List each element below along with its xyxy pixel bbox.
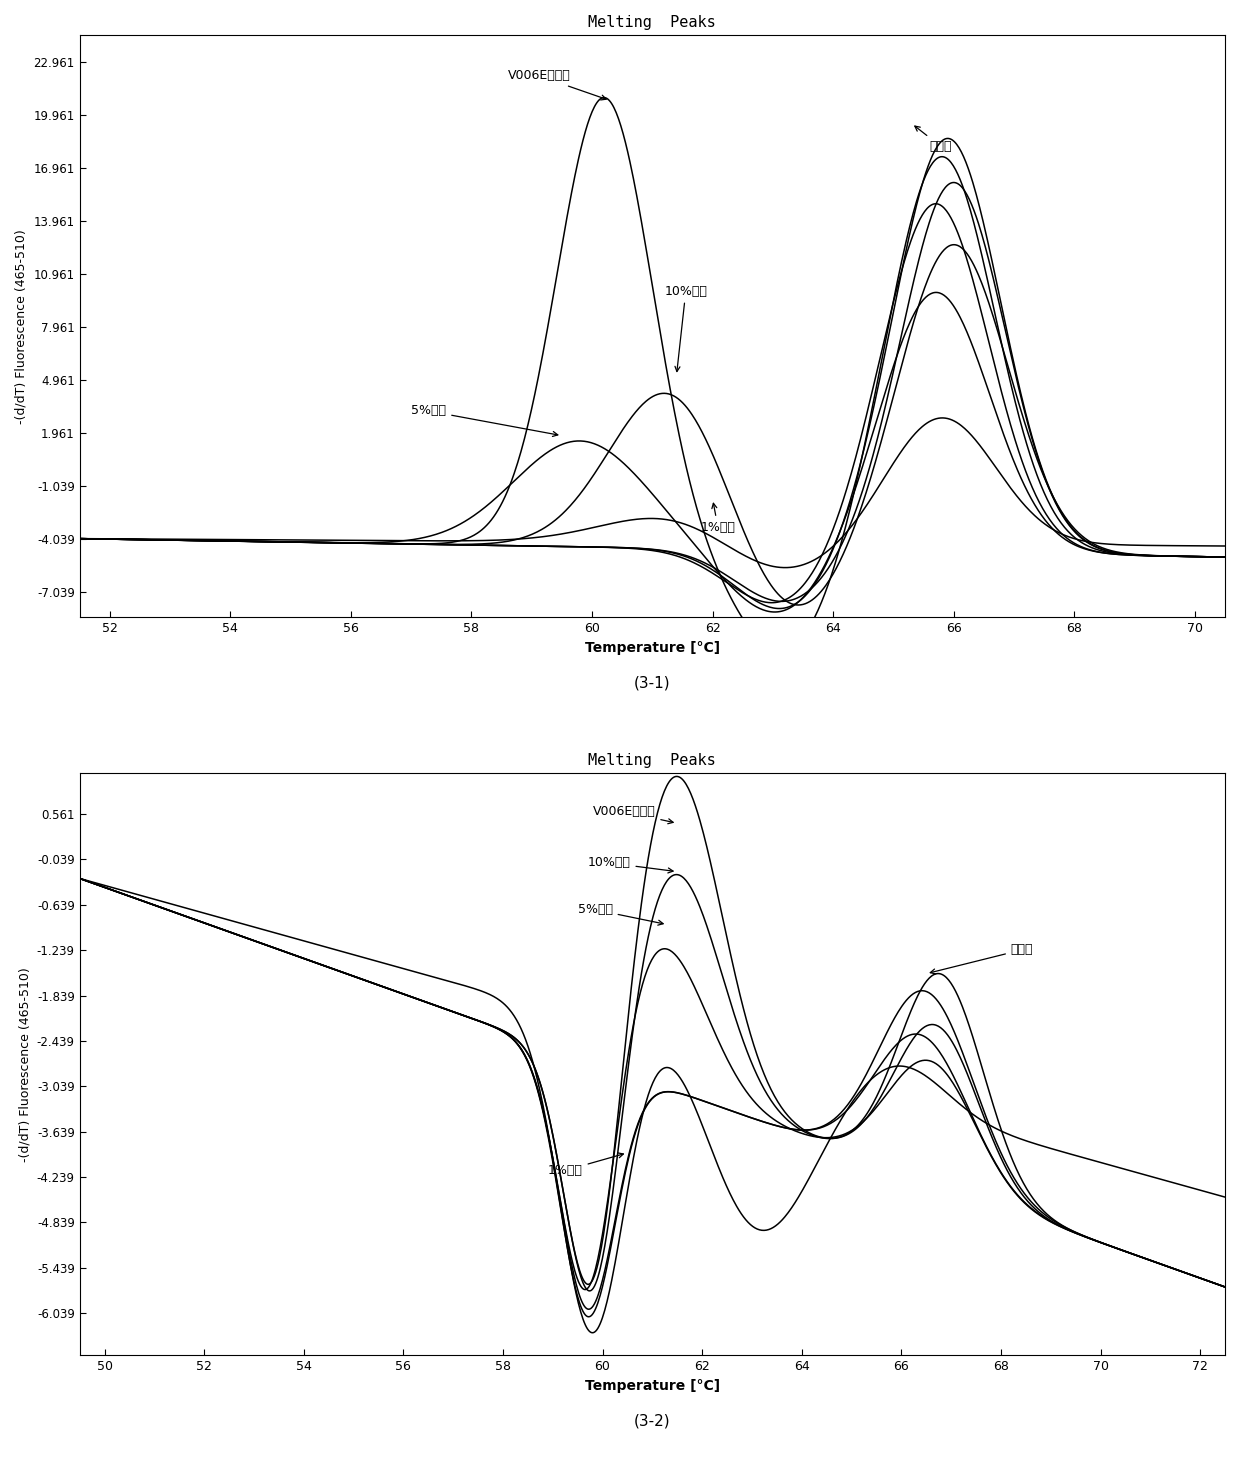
Title: Melting  Peaks: Melting Peaks: [589, 754, 717, 768]
Text: 1%突变: 1%突变: [548, 1152, 624, 1177]
Text: V006E突变型: V006E突变型: [593, 805, 673, 824]
Y-axis label: -(d/dT) Fluorescence (465-510): -(d/dT) Fluorescence (465-510): [15, 229, 29, 424]
Text: V006E突变型: V006E突变型: [507, 69, 606, 100]
Text: (3-2): (3-2): [634, 1413, 671, 1428]
Text: 10%突变: 10%突变: [588, 856, 673, 872]
Text: 1%突变: 1%突变: [701, 503, 735, 534]
Text: 野生型: 野生型: [930, 943, 1033, 973]
Title: Melting  Peaks: Melting Peaks: [589, 15, 717, 29]
Text: 野生型: 野生型: [915, 126, 952, 152]
Text: 5%突变: 5%突变: [578, 903, 663, 925]
Text: 5%突变: 5%突变: [412, 405, 558, 437]
Text: 10%突变: 10%突变: [665, 284, 707, 371]
X-axis label: Temperature [°C]: Temperature [°C]: [585, 1380, 720, 1393]
Text: (3-1): (3-1): [634, 676, 671, 690]
X-axis label: Temperature [°C]: Temperature [°C]: [585, 641, 720, 655]
Y-axis label: -(d/dT) Fluorescence (465-510): -(d/dT) Fluorescence (465-510): [19, 968, 31, 1161]
